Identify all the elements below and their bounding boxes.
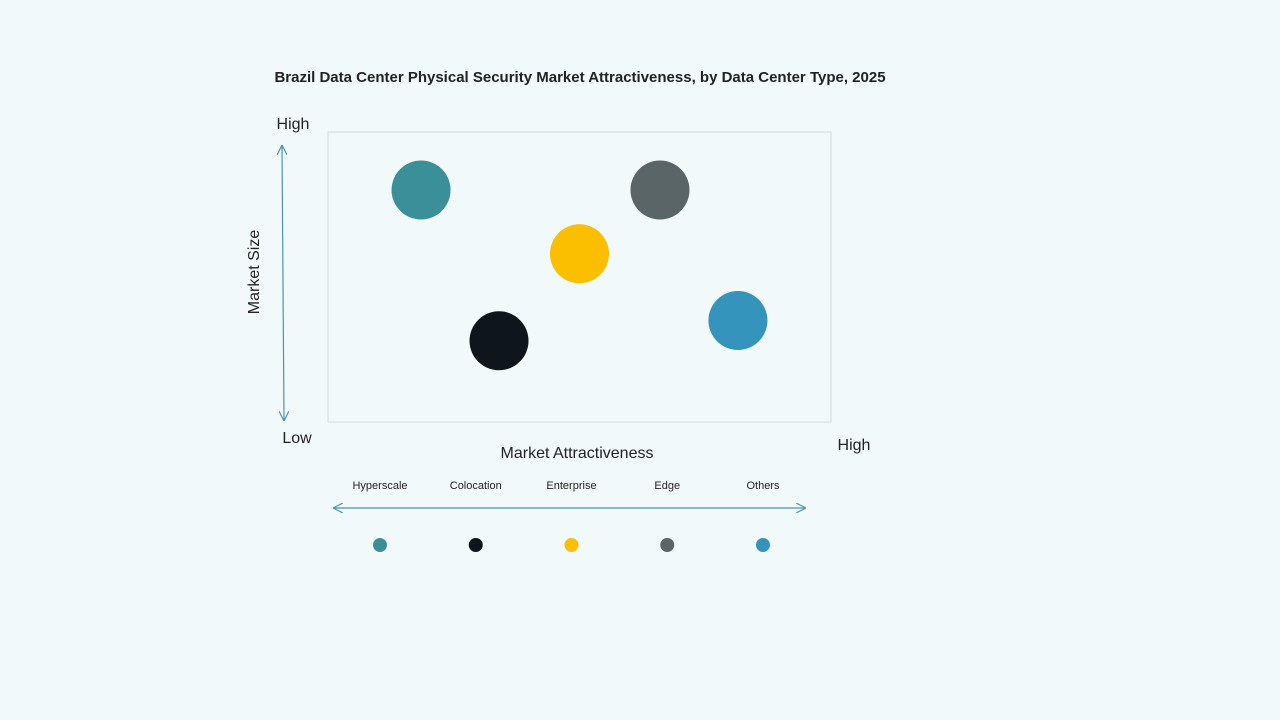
legend-swatch: [468, 538, 483, 552]
legend-swatch: [564, 538, 579, 552]
bubble: [708, 291, 768, 350]
bubble: [469, 311, 529, 371]
legend-swatch: [373, 538, 387, 552]
legend-swatch: [756, 538, 770, 552]
legend-label: Colocation: [450, 480, 502, 492]
legend-label: Edge: [654, 480, 680, 492]
y-low-label: Low: [282, 430, 312, 447]
legend-swatch: [660, 538, 675, 552]
legend-label: Enterprise: [546, 480, 596, 492]
chart-title: Brazil Data Center Physical Security Mar…: [274, 69, 885, 86]
y-axis-label: Market Size: [246, 230, 263, 315]
y-high-label: High: [277, 116, 310, 133]
legend-label: Hyperscale: [352, 480, 407, 492]
bubble: [391, 160, 451, 220]
legend-label: Others: [746, 480, 780, 492]
x-axis-label: Market Attractiveness: [501, 445, 654, 462]
bubble: [630, 160, 690, 220]
x-high-label: High: [838, 437, 871, 454]
plot-frame: [327, 131, 832, 423]
bubble: [550, 224, 609, 284]
y-axis-arrow: [282, 146, 284, 420]
